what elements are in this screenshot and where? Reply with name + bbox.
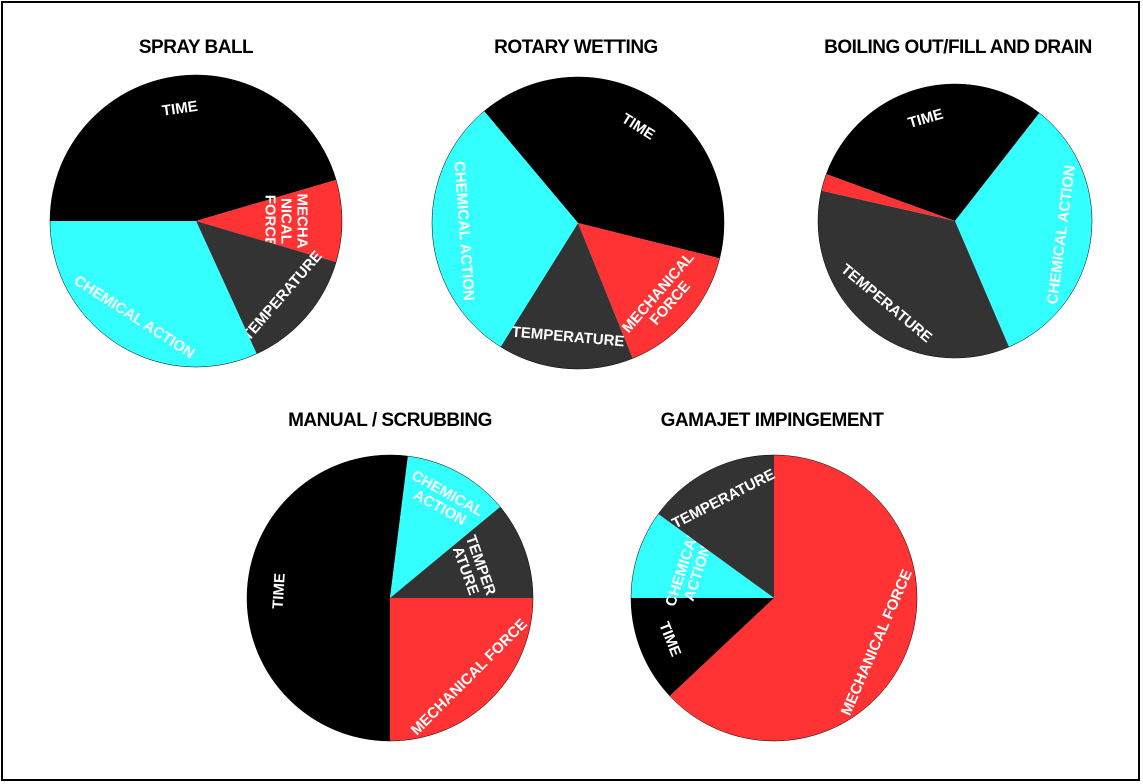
pie-2-slice-time xyxy=(826,84,1040,221)
pie-0-label-time: TIME xyxy=(161,98,199,120)
pie-0-label-mecha-nical-force: MECHANICALFORCE xyxy=(262,194,311,249)
pie-4-slice-chemical-action xyxy=(631,513,774,598)
pie-0-outline xyxy=(49,74,343,368)
chart-title-spray-ball: SPRAY BALL xyxy=(138,37,254,58)
pie-4-slice-time xyxy=(631,598,774,696)
chart-title-manual-scrubbing: MANUAL / SCRUBBING xyxy=(288,410,492,431)
pie-1-slice-time xyxy=(484,77,724,259)
chart-title-rotary-wetting: ROTARY WETTING xyxy=(494,37,658,58)
pie-4-slice-mechanical-force xyxy=(669,455,918,741)
pie-4-slice-temperature xyxy=(658,455,774,598)
pie-0-slice-chemical-action xyxy=(50,221,257,367)
pie-0-slice-temperature xyxy=(196,221,337,354)
pie-2-slice-chemical-action xyxy=(955,113,1092,347)
pie-3-outline xyxy=(246,454,534,742)
pie-1-slice-temperature xyxy=(500,223,633,369)
pie-3-slice-temper-ature xyxy=(390,506,533,598)
pie-3-slice-time xyxy=(246,454,408,741)
pie-0-slice-time xyxy=(50,75,337,221)
pie-4-outline xyxy=(630,454,918,742)
pie-2-slice-unlabeled xyxy=(821,174,955,221)
chart-title-boiling-out: BOILING OUT/FILL AND DRAIN xyxy=(824,37,1092,58)
pie-2-outline xyxy=(817,83,1093,359)
pie-1-slice-mechanical-force xyxy=(578,223,720,359)
pie-3-slice-mechanical-force xyxy=(390,598,533,741)
pie-3-label-time: TIME xyxy=(270,573,289,610)
pie-0-slice-mecha-nical-force xyxy=(196,179,342,263)
chart-title-gamajet: GAMAJET IMPINGEMENT xyxy=(660,410,884,431)
pie-3-slice-chemical-action xyxy=(390,456,501,598)
pie-2-slice-temperature xyxy=(818,190,1009,358)
pie-1-outline xyxy=(431,76,725,370)
pie-1-slice-chemical-action xyxy=(431,111,578,347)
